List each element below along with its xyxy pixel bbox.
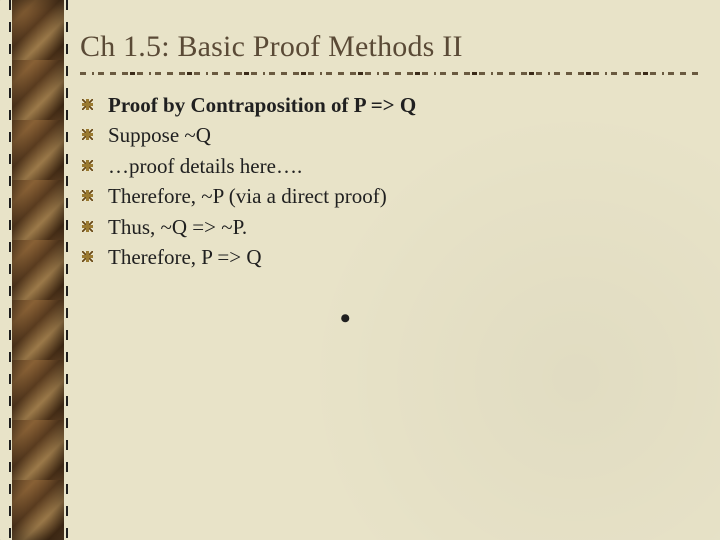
list-item: …proof details here…. [104,151,700,181]
bullet-text: Therefore, P => Q [108,245,262,269]
bullet-list: Proof by Contraposition of P => Q Suppos… [80,90,700,273]
left-decorative-strip [12,0,64,540]
list-item: Therefore, ~P (via a direct proof) [104,181,700,211]
bullet-text: Thus, ~Q => ~P. [108,215,247,239]
bullet-text: Therefore, ~P (via a direct proof) [108,184,387,208]
content-area: Ch 1.5: Basic Proof Methods II Proof by … [80,30,700,273]
title-divider [80,70,700,76]
list-item: Suppose ~Q [104,120,700,150]
stray-bullet-dot: • [340,302,351,336]
bullet-text: Proof by Contraposition of P => Q [108,93,416,117]
list-item: Therefore, P => Q [104,242,700,272]
bullet-text: …proof details here…. [108,154,302,178]
page-title: Ch 1.5: Basic Proof Methods II [80,30,700,64]
list-item: Thus, ~Q => ~P. [104,212,700,242]
slide: Ch 1.5: Basic Proof Methods II Proof by … [0,0,720,540]
bullet-text: Suppose ~Q [108,123,211,147]
list-item: Proof by Contraposition of P => Q [104,90,700,120]
stitch-right [66,0,68,540]
stitch-left [9,0,11,540]
